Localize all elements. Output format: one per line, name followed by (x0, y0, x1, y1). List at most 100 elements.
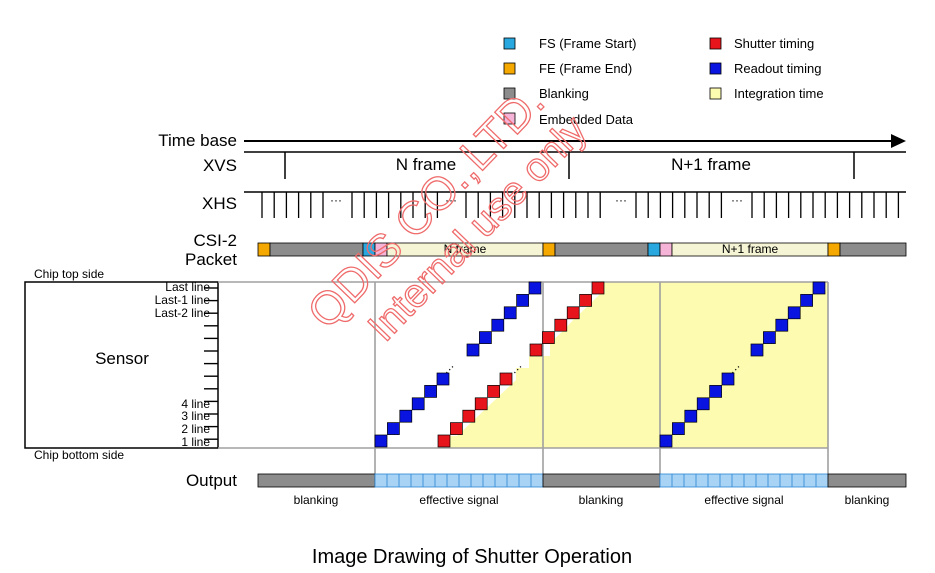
integration-area-n1-tail (665, 282, 828, 448)
output-effective-dividers (386, 474, 817, 487)
readout-square (659, 434, 673, 448)
figure-caption: Image Drawing of Shutter Operation (312, 546, 632, 568)
csi-fe-start (257, 242, 271, 257)
line-label-2: 2 line (181, 422, 210, 436)
readout-square (787, 306, 801, 320)
output-label-blanking-1: blanking (294, 493, 339, 507)
legend-label-blanking: Blanking (539, 86, 589, 101)
legend-swatch-readout (709, 62, 722, 75)
output-label-effective-1: effective signal (419, 493, 498, 507)
output-label-blanking-3: blanking (845, 493, 890, 507)
legend-label-shutter: Shutter timing (734, 36, 814, 51)
legend-swatch-blanking (503, 87, 516, 100)
shutter-square (554, 318, 568, 332)
shutter-square (542, 331, 555, 344)
readout-square (424, 385, 437, 398)
watermark: QDIS CO.,LTD. Internal use only (296, 74, 596, 350)
readout-square (763, 331, 776, 344)
timing-squares (374, 281, 826, 448)
csi-n1-frame-label: N+1 frame (722, 242, 779, 256)
readout-square (436, 372, 450, 386)
csi-label-line1: CSI-2 (194, 231, 237, 250)
readout-square (399, 409, 413, 423)
readout-square (800, 294, 813, 307)
output-bar (257, 473, 907, 488)
readout-square (491, 318, 505, 332)
legend-swatch-fs (503, 37, 516, 50)
shutter-square (474, 397, 488, 411)
chip-bottom-side-label: Chip bottom side (34, 448, 124, 462)
legend-label-readout: Readout timing (734, 61, 821, 76)
legend: FS (Frame Start) FE (Frame End) Blanking… (503, 36, 824, 127)
readout-square (696, 397, 710, 411)
integration-area-n1 (543, 282, 822, 448)
output-blanking-2 (542, 473, 661, 488)
xhs-dots-1: ··· (330, 193, 342, 207)
csi-blanking-2 (554, 242, 649, 257)
shutter-square (579, 294, 592, 307)
line-label-last-2: Last-2 line (155, 306, 211, 320)
output-blanking-1 (257, 473, 376, 488)
xhs-dots-4: ··· (731, 193, 743, 207)
line-label-4: 4 line (181, 397, 210, 411)
shutter-square (437, 434, 451, 448)
readout-square (411, 397, 425, 411)
time-base-label: Time base (158, 131, 237, 150)
xhs-pulses (261, 192, 900, 218)
sensor-line-ticks (204, 287, 218, 440)
shutter-square (591, 281, 605, 295)
shutter-square (566, 306, 580, 320)
legend-label-fs: FS (Frame Start) (539, 36, 637, 51)
csi-packet-bar: N frame N+1 frame (257, 242, 907, 257)
readout-square (516, 294, 529, 307)
timing-grid (218, 281, 829, 474)
output-blanking-3 (827, 473, 907, 488)
xhs-dots-2: ··· (445, 193, 457, 207)
readout-square (750, 343, 764, 357)
sensor-line-labels: Last line Last-1 line Last-2 line 4 line… (155, 280, 211, 449)
csi-fe-2 (827, 242, 841, 257)
shutter-square (450, 422, 463, 435)
readout-square (775, 318, 789, 332)
csi-label-line2: Packet (185, 250, 237, 269)
output-label-blanking-2: blanking (579, 493, 624, 507)
readout-square (812, 281, 826, 295)
csi-fs-2 (647, 242, 661, 257)
sensor-label: Sensor (95, 349, 149, 368)
xvs-n1-frame-label: N+1 frame (671, 155, 751, 174)
line-label-3: 3 line (181, 409, 210, 423)
output-label: Output (186, 471, 237, 490)
readout-square (672, 422, 685, 435)
shutter-square (529, 343, 543, 357)
legend-label-integration: Integration time (734, 86, 824, 101)
chip-top-side-label: Chip top side (34, 267, 104, 281)
csi-blanking-3 (839, 242, 907, 257)
line-label-1: 1 line (181, 435, 210, 449)
output-label-effective-2: effective signal (704, 493, 783, 507)
readout-square (503, 306, 517, 320)
integration-area (450, 282, 828, 448)
shutter-square (462, 409, 476, 423)
readout-square (374, 434, 388, 448)
legend-label-fe: FE (Frame End) (539, 61, 632, 76)
time-base-arrowhead (891, 134, 906, 148)
legend-label-embedded: Embedded Data (539, 112, 634, 127)
shutter-square (487, 385, 500, 398)
xvs-n-frame-label: N frame (396, 155, 456, 174)
readout-square (466, 343, 480, 357)
line-label-last: Last line (165, 280, 210, 294)
integration-area-n (450, 356, 543, 448)
readout-square (479, 331, 492, 344)
sensor-box (24, 281, 219, 449)
csi-embedded-2 (659, 242, 673, 257)
shutter-square (499, 372, 513, 386)
legend-swatch-integration (709, 87, 722, 100)
readout-square (721, 372, 735, 386)
readout-square (684, 409, 698, 423)
xhs-dots-3: ··· (615, 193, 627, 207)
readout-square (387, 422, 400, 435)
xhs-label: XHS (202, 194, 237, 213)
readout-square (709, 385, 722, 398)
legend-swatch-shutter (709, 37, 722, 50)
